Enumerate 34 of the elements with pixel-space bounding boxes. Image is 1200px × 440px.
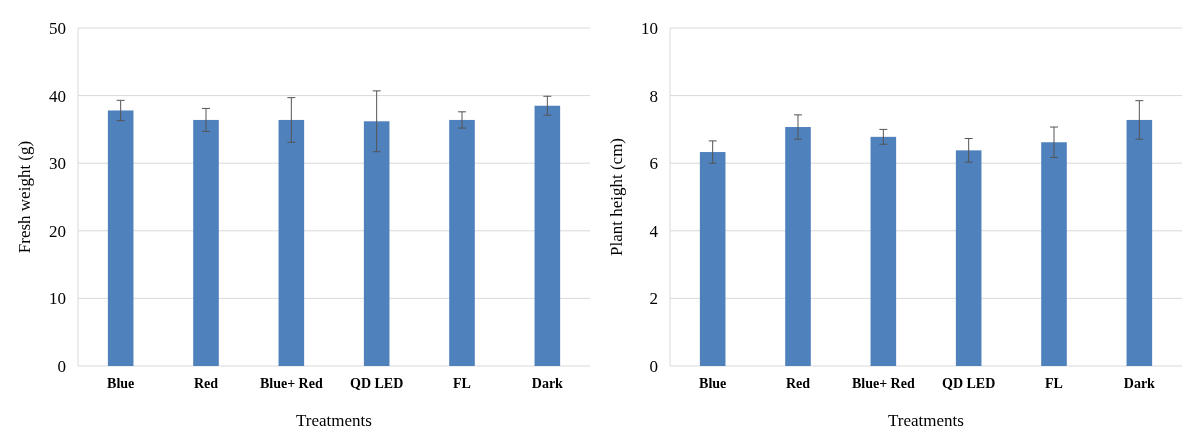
y-tick-label: 6: [649, 154, 658, 174]
x-axis-title: Treatments: [888, 411, 964, 430]
x-tick-label: Red: [193, 376, 219, 391]
x-tick-label: Red: [785, 376, 811, 391]
x-tick-label: FL: [453, 376, 471, 391]
bar: [449, 119, 475, 366]
bar: [193, 119, 219, 366]
x-tick-label: QD LED: [942, 376, 996, 391]
bar: [534, 105, 561, 366]
x-axis-title: Treatments: [296, 411, 372, 430]
bar: [278, 119, 305, 366]
y-tick-label: 0: [649, 356, 658, 376]
bar: [107, 110, 134, 366]
y-axis-title: Fresh weight (g): [15, 140, 34, 254]
y-tick-label: 50: [49, 18, 66, 38]
y-tick-label: 10: [641, 18, 658, 38]
x-tick-label: Blue: [107, 376, 135, 391]
x-tick-label: FL: [1045, 376, 1063, 391]
x-tick-label: Blue+ Red: [851, 376, 915, 391]
y-tick-label: 2: [649, 289, 658, 309]
y-tick-label: 4: [649, 221, 659, 241]
y-tick-label: 0: [57, 356, 66, 376]
y-tick-label: 20: [49, 221, 66, 241]
x-tick-label: QD LED: [350, 376, 404, 391]
x-tick-label: Blue+ Red: [259, 376, 323, 391]
y-axis-title: Plant height (cm): [607, 137, 626, 257]
x-tick-label: Blue: [699, 376, 727, 391]
y-tick-label: 40: [49, 86, 66, 106]
bar: [363, 121, 390, 366]
y-tick-label: 8: [649, 86, 658, 106]
y-tick-label: 10: [49, 289, 66, 309]
x-tick-label: Dark: [1123, 376, 1156, 391]
y-tick-label: 30: [49, 154, 66, 174]
x-tick-label: Dark: [531, 376, 564, 391]
